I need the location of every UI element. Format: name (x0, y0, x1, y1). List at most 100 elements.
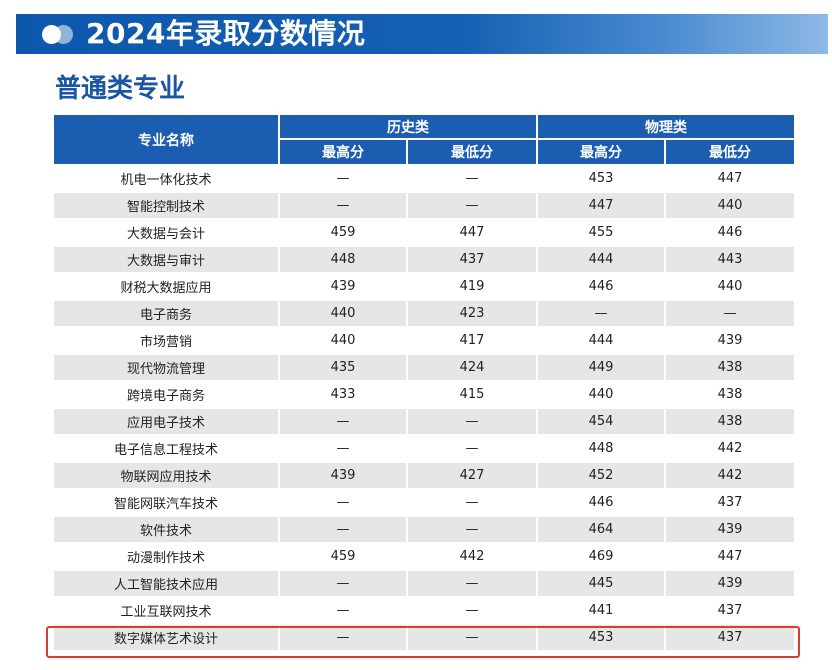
cell-major: 智能控制技术 (52, 191, 280, 220)
cell-physics-min: 440 (664, 272, 796, 301)
table-row: 跨境电子商务 433 415 440 438 (52, 380, 796, 409)
cell-physics-max: 464 (536, 515, 666, 544)
header-physics: 物理类 (536, 113, 796, 140)
cell-physics-min: 442 (664, 434, 796, 463)
cell-physics-max: 444 (536, 326, 666, 355)
cell-history-min: 427 (406, 461, 538, 490)
cell-history-max: 439 (278, 272, 408, 301)
cell-history-max: 459 (278, 218, 408, 247)
cell-physics-min: — (664, 299, 796, 328)
cell-physics-min: 440 (664, 191, 796, 220)
circles-icon (42, 25, 82, 44)
header-history: 历史类 (278, 113, 538, 140)
cell-history-min: — (406, 515, 538, 544)
cell-physics-min: 439 (664, 569, 796, 598)
cell-history-max: — (278, 515, 408, 544)
table-row: 人工智能技术应用 — —445 439 (52, 569, 796, 598)
cell-history-max: — (278, 164, 408, 193)
cell-major: 动漫制作技术 (52, 542, 280, 571)
highlight-box (46, 626, 800, 658)
cell-physics-min: 443 (664, 245, 796, 274)
cell-history-max: 435 (278, 353, 408, 382)
cell-history-min: — (406, 191, 538, 220)
cell-physics-max: 446 (536, 488, 666, 517)
cell-history-max: — (278, 569, 408, 598)
cell-history-min: — (406, 569, 538, 598)
cell-history-min: 424 (406, 353, 538, 382)
cell-physics-min: 447 (664, 164, 796, 193)
table-row: 大数据与会计 459 447 455 446 (52, 218, 796, 247)
cell-history-max: — (278, 407, 408, 436)
cell-physics-min: 438 (664, 353, 796, 382)
cell-major: 电子信息工程技术 (52, 434, 280, 463)
cell-history-min: 415 (406, 380, 538, 409)
cell-history-min: — (406, 596, 538, 625)
cell-physics-max: 452 (536, 461, 666, 490)
cell-physics-max: 447 (536, 191, 666, 220)
cell-physics-max: — (536, 299, 666, 328)
table-row: 现代物流管理 435 424 449 438 (52, 353, 796, 382)
cell-major: 现代物流管理 (52, 353, 280, 382)
cell-major: 跨境电子商务 (52, 380, 280, 409)
cell-major: 大数据与审计 (52, 245, 280, 274)
cell-history-min: 423 (406, 299, 538, 328)
cell-physics-max: 454 (536, 407, 666, 436)
table-body: 机电一体化技术 — —453 447 智能控制技术 — —447 440 大数据与会计 459 44… (52, 164, 796, 652)
header-physics-min: 最低分 (664, 138, 796, 166)
cell-physics-min: 437 (664, 488, 796, 517)
cell-major: 人工智能技术应用 (52, 569, 280, 598)
cell-history-min: — (406, 434, 538, 463)
cell-physics-min: 446 (664, 218, 796, 247)
cell-major: 智能网联汽车技术 (52, 488, 280, 517)
cell-history-max: — (278, 488, 408, 517)
table-row: 市场营销 440 417 444 439 (52, 326, 796, 355)
cell-physics-min: 437 (664, 596, 796, 625)
cell-physics-max: 453 (536, 164, 666, 193)
table-row: 智能网联汽车技术 — —446 437 (52, 488, 796, 517)
scores-table: 专业名称 历史类 物理类 最高分 最低分 最高分 最低分 机电一体化技术 — —45… (52, 113, 796, 652)
cell-physics-min: 447 (664, 542, 796, 571)
cell-history-max: 440 (278, 326, 408, 355)
cell-major: 工业互联网技术 (52, 596, 280, 625)
banner-title: 2024年录取分数情况 (86, 17, 366, 50)
cell-physics-max: 445 (536, 569, 666, 598)
cell-physics-max: 441 (536, 596, 666, 625)
cell-physics-min: 438 (664, 380, 796, 409)
section-subtitle: 普通类专业 (55, 74, 186, 104)
cell-history-min: — (406, 164, 538, 193)
cell-history-min: 419 (406, 272, 538, 301)
table-row: 物联网应用技术 439 427 452 442 (52, 461, 796, 490)
header-history-max: 最高分 (278, 138, 408, 166)
table-row: 机电一体化技术 — —453 447 (52, 164, 796, 193)
header-history-min: 最低分 (406, 138, 538, 166)
table-row: 工业互联网技术 — —441 437 (52, 596, 796, 625)
table-row: 电子信息工程技术 — —448 442 (52, 434, 796, 463)
header-physics-max: 最高分 (536, 138, 666, 166)
table-row: 动漫制作技术 459 442 469 447 (52, 542, 796, 571)
cell-history-min: 417 (406, 326, 538, 355)
cell-physics-max: 448 (536, 434, 666, 463)
cell-physics-min: 439 (664, 326, 796, 355)
cell-major: 软件技术 (52, 515, 280, 544)
header-major: 专业名称 (52, 113, 280, 166)
cell-physics-max: 444 (536, 245, 666, 274)
table-row: 大数据与审计 448 437 444 443 (52, 245, 796, 274)
cell-history-max: 448 (278, 245, 408, 274)
cell-physics-max: 455 (536, 218, 666, 247)
cell-history-min: — (406, 407, 538, 436)
cell-physics-min: 438 (664, 407, 796, 436)
table-row: 软件技术 — —464 439 (52, 515, 796, 544)
table-row: 财税大数据应用 439 419 446 440 (52, 272, 796, 301)
cell-major: 机电一体化技术 (52, 164, 280, 193)
cell-major: 物联网应用技术 (52, 461, 280, 490)
cell-physics-max: 446 (536, 272, 666, 301)
cell-physics-max: 449 (536, 353, 666, 382)
cell-history-max: 440 (278, 299, 408, 328)
cell-physics-min: 439 (664, 515, 796, 544)
cell-history-max: — (278, 596, 408, 625)
cell-major: 市场营销 (52, 326, 280, 355)
cell-history-max: — (278, 191, 408, 220)
table-row: 智能控制技术 — —447 440 (52, 191, 796, 220)
table-row: 应用电子技术 — —454 438 (52, 407, 796, 436)
cell-physics-min: 442 (664, 461, 796, 490)
